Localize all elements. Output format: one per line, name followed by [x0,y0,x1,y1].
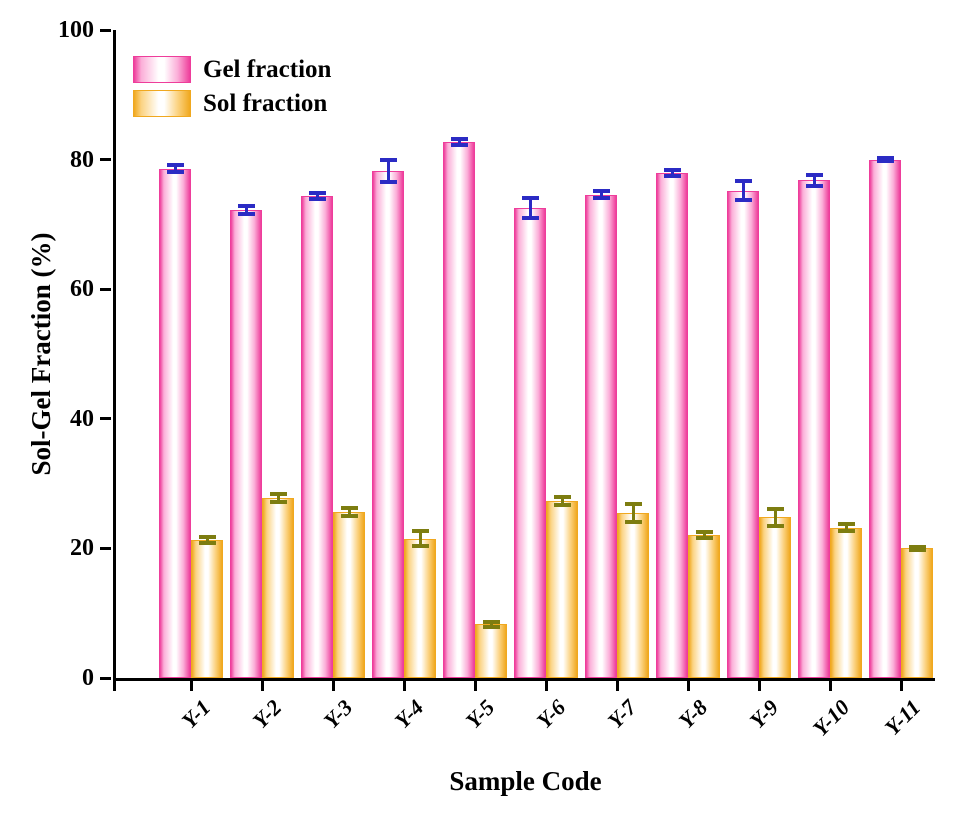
y-tick-label: 40 [70,405,94,432]
sol-bar [475,624,507,678]
x-tick [189,678,193,691]
axis-corner-tick [113,678,116,691]
x-axis-title: Sample Code [449,766,602,796]
y-tick-label: 60 [70,276,94,303]
sol-error-bar [766,506,784,528]
x-tick-label: Y-9 [744,694,784,734]
gel-error-bar [450,136,468,148]
sol-bar [901,548,933,678]
gel-error-bar [876,155,894,164]
legend-item-sol: Sol fraction [133,90,331,117]
gel-bar [372,170,404,678]
gel-bar [159,168,191,678]
gel-error-bar [379,157,397,184]
x-tick [686,678,690,691]
x-tick [331,678,335,691]
y-tick-label: 100 [58,17,94,43]
legend: Gel fraction Sol fraction [133,56,331,124]
sol-bar [546,501,578,678]
y-tick-label: 0 [82,665,94,691]
sol-error-bar [695,529,713,540]
legend-item-gel: Gel fraction [133,56,331,83]
x-tick [828,678,832,691]
x-tick-label: Y-5 [460,694,500,734]
sol-bar [759,517,791,678]
x-tick [544,678,548,691]
sol-bar [262,497,294,678]
sol-legend-swatch [133,90,191,117]
x-tick [260,678,264,691]
x-tick [615,678,619,691]
gel-bar [798,180,830,678]
x-tick [899,678,903,691]
sol-bar [617,512,649,678]
sol-error-bar [624,501,642,524]
gel-error-bar [663,168,681,179]
y-tick [100,676,111,680]
gel-bar [230,210,262,678]
x-tick-label: Y-10 [807,694,855,742]
x-tick-label: Y-2 [247,694,287,734]
sol-bar [688,534,720,678]
gel-error-bar [734,179,752,203]
gel-bar [585,194,617,678]
y-tick [100,28,111,32]
y-tick [100,287,111,291]
gel-bar [443,142,475,678]
sol-error-bar [411,528,429,549]
y-tick [100,158,111,162]
sol-error-bar [198,534,216,546]
gel-error-bar [237,204,255,216]
sol-bar [333,512,365,678]
y-axis-title: Sol-Gel Fraction (%) [26,232,56,476]
gel-legend-swatch [133,56,191,83]
y-tick [100,546,111,550]
x-tick [473,678,477,691]
x-tick-label: Y-8 [673,694,713,734]
sol-bar [404,538,436,678]
sol-error-bar [908,545,926,552]
x-tick-label: Y-1 [176,694,216,734]
x-tick-label: Y-7 [602,694,642,734]
sol-error-bar [837,521,855,534]
gel-bar [514,208,546,678]
sol-legend-label: Sol fraction [203,90,328,117]
gel-bar [301,195,333,678]
x-tick-label: Y-3 [318,694,358,734]
x-tick-label: Y-4 [389,694,429,734]
gel-error-bar [308,190,326,202]
sol-bar [191,539,223,678]
sol-error-bar [482,619,500,629]
y-tick-label: 80 [70,146,94,173]
y-tick [100,417,111,421]
sol-error-bar [269,492,287,504]
x-tick [757,678,761,691]
gel-bar [727,190,759,678]
gel-error-bar [805,172,823,189]
gel-bar [656,173,688,678]
x-tick-label: Y-6 [531,694,571,734]
gel-error-bar [521,195,539,221]
y-tick-label: 20 [70,535,94,562]
x-tick [402,678,406,691]
plot-area: Gel fraction Sol fraction 0 20 40 60 80 100 Y-… [58,17,935,741]
gel-legend-label: Gel fraction [203,56,332,83]
sol-bar [830,527,862,678]
gel-bar [869,159,901,678]
sol-error-bar [553,495,571,507]
gel-error-bar [592,189,610,200]
gel-error-bar [166,162,184,175]
sol-error-bar [340,506,358,518]
x-tick-label: Y-11 [879,694,926,741]
